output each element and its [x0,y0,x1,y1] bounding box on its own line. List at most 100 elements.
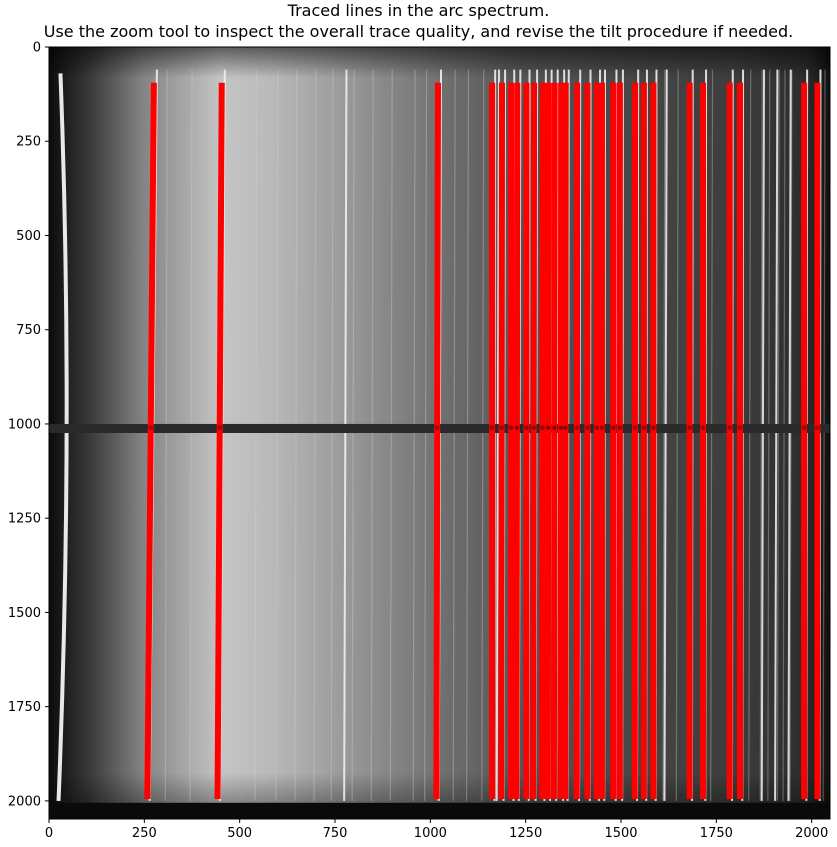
faint-arc-line [759,69,763,801]
reference-point [737,425,743,430]
reference-point [531,425,536,430]
y-tick-label: 500 [16,229,41,244]
faint-arc-line [275,69,279,801]
chart-title-line-1: Traced lines in the arc spectrum. [287,1,550,20]
reference-point [435,425,440,430]
reference-point [545,425,551,430]
faint-arc-line [748,69,752,801]
reference-point [552,425,557,430]
traced-line [498,82,506,800]
faint-arc-line [389,69,393,801]
reference-points [148,425,820,430]
traced-line [544,82,552,800]
y-tick-label: 0 [33,41,41,56]
reference-point [617,425,623,430]
x-tick-label: 1500 [604,826,637,841]
faint-arc-line [675,69,679,801]
reference-point [641,425,647,430]
reference-point [594,425,600,430]
faint-arc-line [710,69,714,801]
x-tick-label: 1750 [700,826,733,841]
y-tick-label: 1250 [8,512,41,527]
faint-arc-line [767,69,771,801]
bright-arc-line [663,69,668,801]
faint-arc-line [822,69,826,801]
reference-point [524,425,529,430]
y-tick-label: 250 [16,135,41,150]
reference-point [574,425,580,430]
reference-point [217,425,222,430]
traced-line [539,82,546,800]
faint-arc-line [412,69,416,801]
reference-point [700,425,706,430]
reference-point [632,425,638,430]
chart-title-line-2: Use the zoom tool to inspect the overall… [43,22,794,41]
arc-spectrum-image [49,47,830,819]
y-tick-label: 1750 [8,700,41,715]
plot-frame [48,46,831,820]
faint-arc-line [452,69,456,801]
reference-point [651,425,656,430]
x-tick-label: 0 [45,826,53,841]
faint-arc-line [424,69,428,801]
bottom-dark-region [49,802,830,819]
reference-point [489,425,495,430]
faint-arc-line [313,69,317,801]
y-axis: 0 250 500 750 1000 1250 1500 1750 2000 [8,41,49,809]
faint-arc-line [465,69,470,801]
faint-arc-line [351,69,355,801]
reference-point [815,425,820,430]
reference-point [585,425,590,430]
bright-arc-line [343,69,348,801]
traced-line [530,82,538,800]
x-tick-label: 1250 [509,826,542,841]
faint-arc-line [789,69,793,801]
x-tick-label: 2000 [795,826,828,841]
reference-point [599,425,605,430]
y-tick-label: 1000 [8,417,41,432]
faint-arc-line [254,69,258,801]
bright-arc-line [495,69,500,801]
x-tick-label: 250 [132,826,157,841]
reference-point [801,425,807,430]
traced-line [433,82,441,800]
traced-line [144,82,157,800]
x-tick-label: 750 [323,826,348,841]
x-tick-label: 1000 [414,826,447,841]
bright-arc-line [774,69,779,801]
x-axis: 0 250 500 750 1000 1250 1500 1750 2000 [45,819,828,841]
traced-lines [144,82,821,800]
reference-point [611,425,616,430]
reference-point [727,425,732,430]
reference-point [687,425,692,430]
x-tick-label: 500 [227,826,252,841]
traced-line [513,82,521,800]
traced-line [550,82,558,800]
faint-arc-line [294,69,298,801]
traced-line [214,82,225,800]
bright-arc-line [787,69,792,801]
faint-arc-line [776,69,780,801]
reference-point [499,425,504,430]
faint-arc-line [189,69,193,801]
faint-arc-line [662,69,666,801]
faint-arc-line [330,69,334,801]
y-tick-label: 2000 [8,794,41,809]
reference-point [558,425,564,430]
faint-arc-line [164,69,168,801]
bright-arc-line [760,69,766,801]
reference-point [508,425,514,430]
reference-point [514,425,520,430]
reference-point [148,425,153,430]
reference-point [563,425,568,430]
faint-arc-line [370,69,374,801]
faint-arc-line [481,69,485,801]
y-tick-label: 1500 [8,606,41,621]
y-tick-label: 750 [16,323,41,338]
faint-arc-line [782,69,786,801]
chart-title: Traced lines in the arc spectrum. Use th… [0,0,837,42]
faint-arc-lines [164,69,826,801]
reference-point [540,425,545,430]
